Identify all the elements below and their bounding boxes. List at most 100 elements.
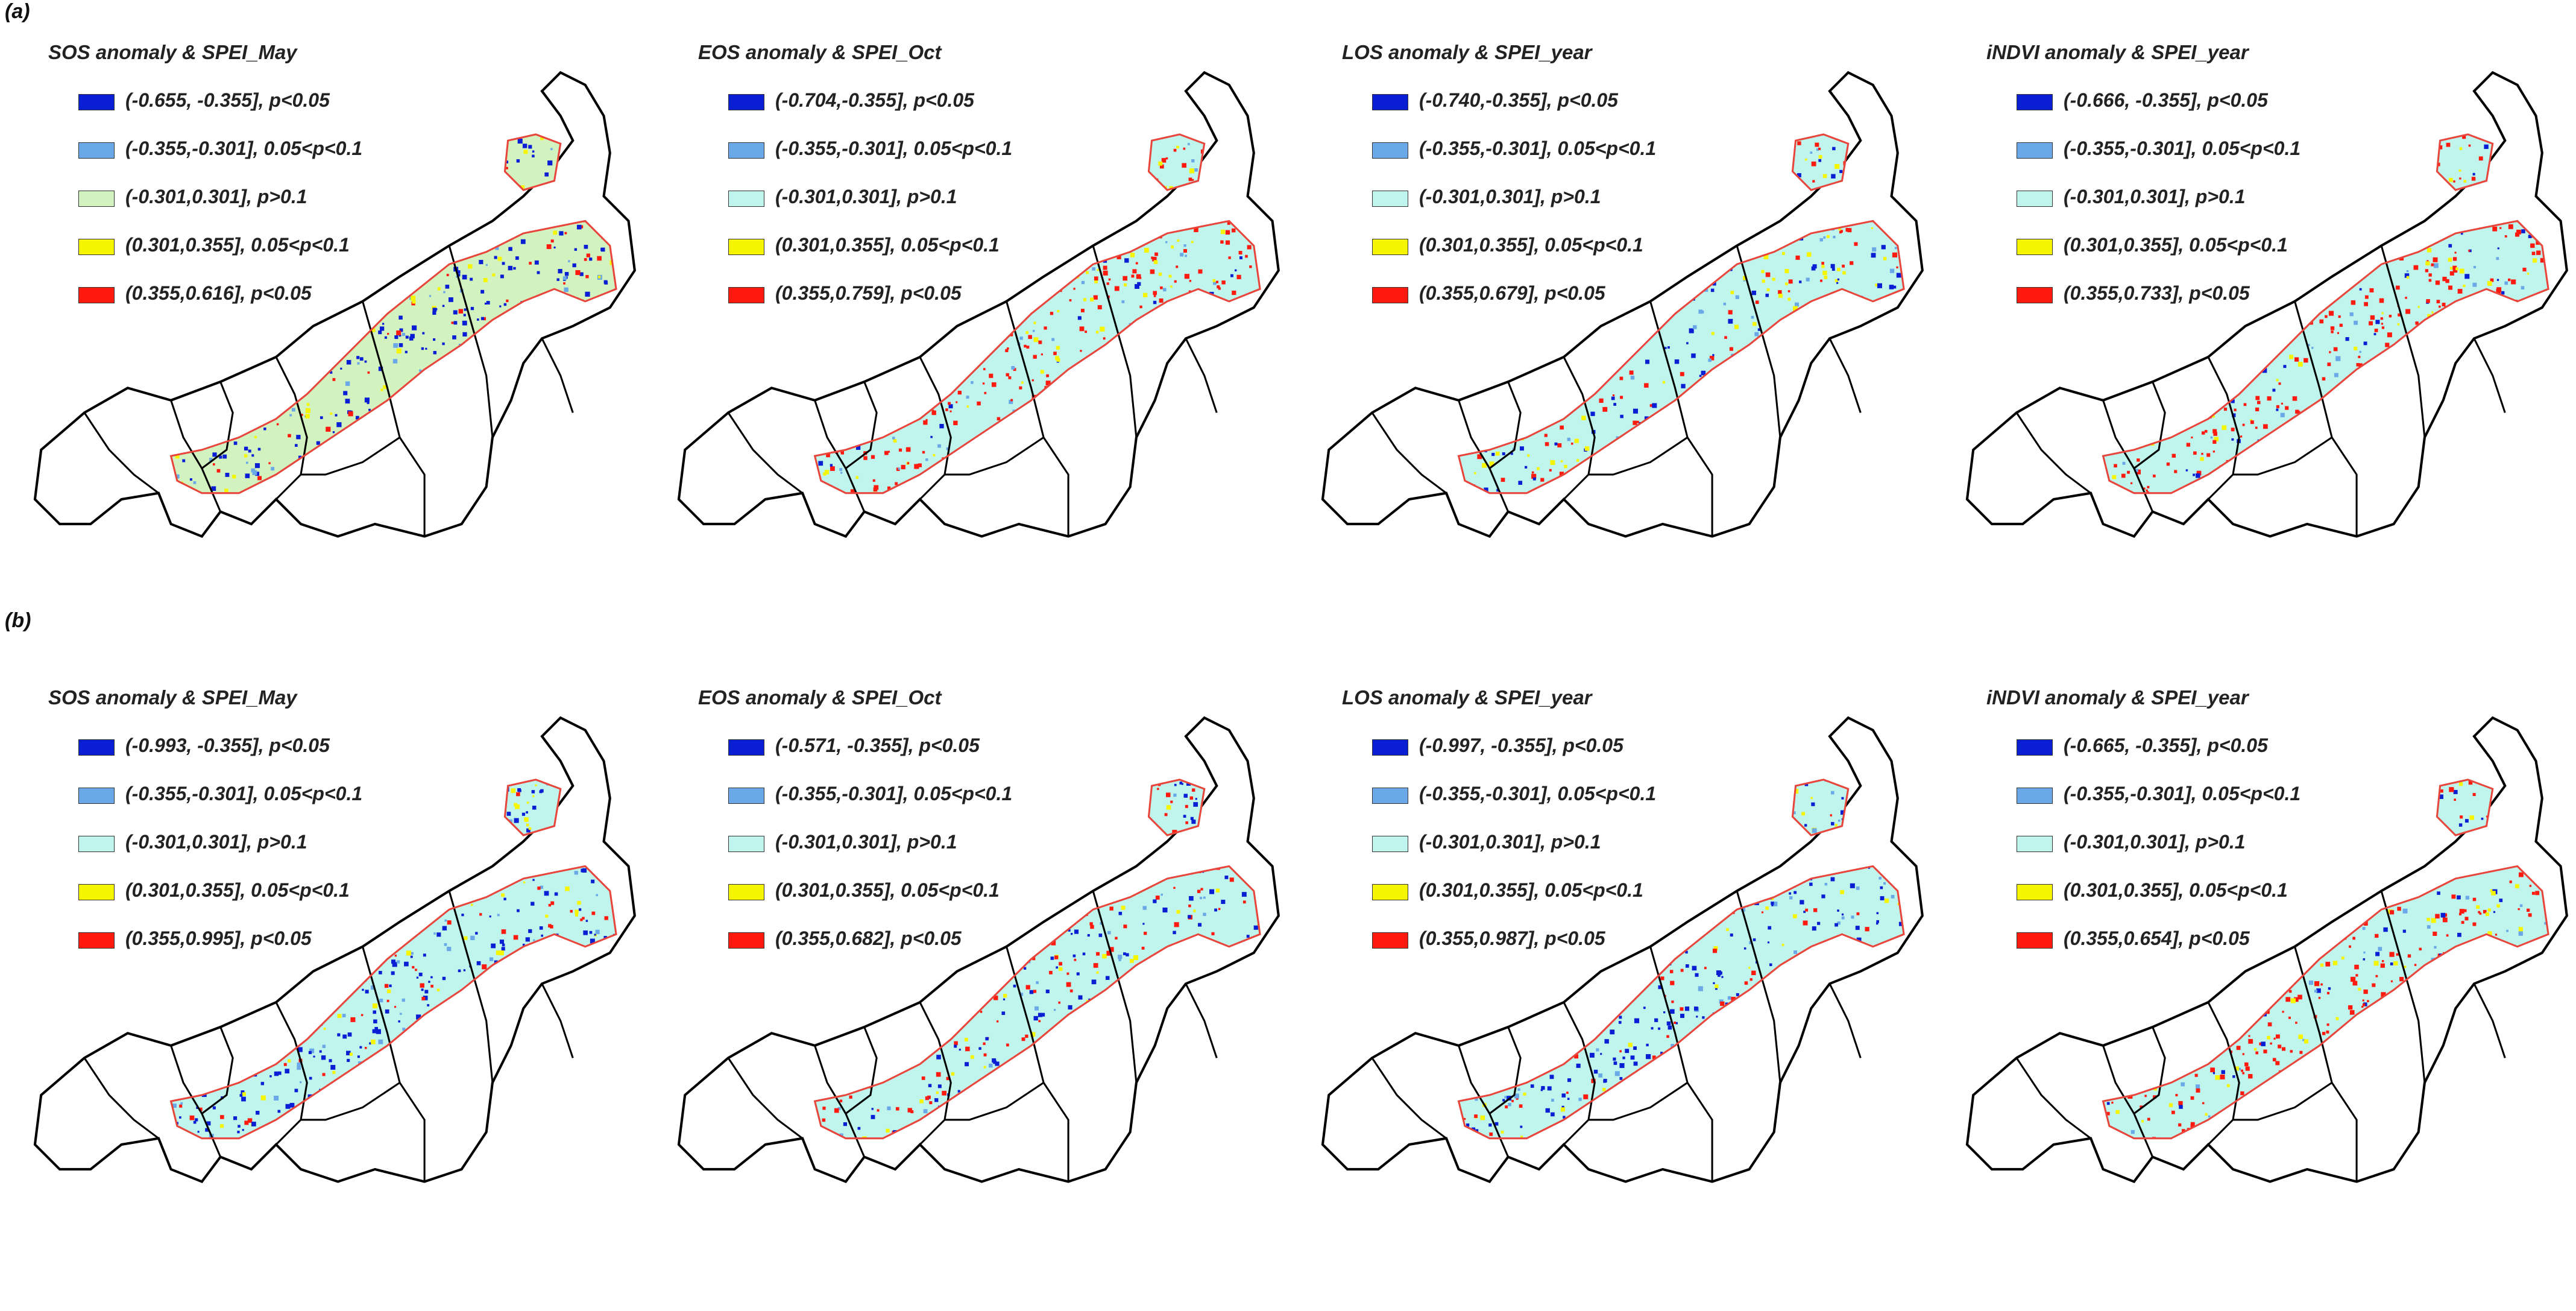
admin-inner-boundary [542,984,573,1058]
legend-swatch [2017,739,2053,756]
legend-swatch [1372,94,1408,110]
map-panel-a-1: SOS anomaly & SPEI_May (-0.655, -0.355], … [0,12,644,666]
legend-label: (-0.301,0.301], p>0.1 [1419,186,1601,208]
panel-title: iNDVI anomaly & SPEI_year [1986,686,2249,709]
legend-label: (-0.355,-0.301], 0.05<p<0.1 [125,783,362,805]
legend-swatch [2017,142,2053,159]
legend-label: (-0.666, -0.355], p<0.05 [2064,89,2268,112]
panel-title: EOS anomaly & SPEI_Oct [698,686,941,709]
legend-label: (0.355,0.759], p<0.05 [775,282,962,305]
legend-swatch [78,739,115,756]
legend-swatch [1372,836,1408,852]
legend-swatch [78,191,115,207]
legend-label: (-0.993, -0.355], p<0.05 [125,734,330,757]
legend-swatch [2017,788,2053,804]
legend-label: (-0.571, -0.355], p<0.05 [775,734,980,757]
legend-label: (0.301,0.355], 0.05<p<0.1 [1419,234,1643,256]
map-panel-b-2: EOS anomaly & SPEI_Oct (-0.571, -0.355], … [644,657,1288,1311]
legend-label: (0.301,0.355], 0.05<p<0.1 [1419,879,1643,902]
map-panel-b-3: LOS anomaly & SPEI_year (-0.997, -0.355],… [1288,657,1932,1311]
legend-swatch [2017,94,2053,110]
legend-swatch [1372,932,1408,949]
map-panel-a-3: LOS anomaly & SPEI_year (-0.740,-0.355], … [1288,12,1932,666]
legend-label: (-0.301,0.301], p>0.1 [2064,831,2246,853]
legend-label: (0.301,0.355], 0.05<p<0.1 [775,234,1000,256]
legend-label: (-0.665, -0.355], p<0.05 [2064,734,2268,757]
legend-swatch [728,932,764,949]
legend-swatch [2017,884,2053,900]
legend-swatch [728,739,764,756]
panel-title: SOS anomaly & SPEI_May [48,41,297,64]
panel-title: iNDVI anomaly & SPEI_year [1986,41,2249,64]
map-panel-b-4: iNDVI anomaly & SPEI_year (-0.665, -0.355… [1932,657,2576,1311]
legend-swatch [2017,239,2053,255]
legend-label: (-0.740,-0.355], p<0.05 [1419,89,1618,112]
legend-label: (-0.301,0.301], p>0.1 [775,831,957,853]
legend-label: (0.355,0.987], p<0.05 [1419,927,1605,950]
map-panel-a-4: iNDVI anomaly & SPEI_year (-0.666, -0.355… [1932,12,2576,666]
legend-label: (-0.355,-0.301], 0.05<p<0.1 [775,783,1012,805]
legend-label: (-0.997, -0.355], p<0.05 [1419,734,1623,757]
legend-label: (-0.355,-0.301], 0.05<p<0.1 [125,137,362,160]
legend-swatch [1372,191,1408,207]
legend-label: (-0.355,-0.301], 0.05<p<0.1 [775,137,1012,160]
legend-label: (0.355,0.682], p<0.05 [775,927,962,950]
legend-swatch [1372,884,1408,900]
legend-label: (0.355,0.654], p<0.05 [2064,927,2250,950]
legend-swatch [728,239,764,255]
legend-label: (0.301,0.355], 0.05<p<0.1 [775,879,1000,902]
legend-label: (-0.355,-0.301], 0.05<p<0.1 [2064,783,2300,805]
legend-swatch [78,788,115,804]
legend-label: (-0.301,0.301], p>0.1 [1419,831,1601,853]
panel-title: SOS anomaly & SPEI_May [48,686,297,709]
legend-swatch [1372,739,1408,756]
legend-label: (0.301,0.355], 0.05<p<0.1 [125,879,350,902]
legend-swatch [728,287,764,303]
panel-title: LOS anomaly & SPEI_year [1342,686,1592,709]
panel-title: LOS anomaly & SPEI_year [1342,41,1592,64]
map-panel-b-1: SOS anomaly & SPEI_May (-0.993, -0.355], … [0,657,644,1311]
legend-swatch [1372,239,1408,255]
legend-label: (-0.301,0.301], p>0.1 [125,831,307,853]
legend-swatch [2017,932,2053,949]
legend-swatch [728,191,764,207]
legend-label: (-0.355,-0.301], 0.05<p<0.1 [2064,137,2300,160]
legend-label: (-0.301,0.301], p>0.1 [2064,186,2246,208]
legend-label: (-0.355,-0.301], 0.05<p<0.1 [1419,783,1656,805]
legend-label: (-0.655, -0.355], p<0.05 [125,89,330,112]
legend-swatch [78,287,115,303]
legend-swatch [728,94,764,110]
legend-swatch [728,142,764,159]
admin-inner-boundary [1830,984,1860,1058]
legend-swatch [2017,191,2053,207]
legend-swatch [78,94,115,110]
legend-swatch [78,239,115,255]
legend-label: (0.355,0.679], p<0.05 [1419,282,1605,305]
legend-swatch [78,836,115,852]
legend-swatch [78,142,115,159]
legend-swatch [1372,142,1408,159]
legend-label: (0.355,0.733], p<0.05 [2064,282,2250,305]
legend-swatch [728,884,764,900]
legend-swatch [728,836,764,852]
legend-label: (0.301,0.355], 0.05<p<0.1 [2064,879,2288,902]
legend-swatch [2017,287,2053,303]
legend-swatch [1372,788,1408,804]
admin-inner-boundary [1830,338,1860,412]
admin-inner-boundary [542,338,573,412]
legend-label: (-0.301,0.301], p>0.1 [125,186,307,208]
admin-inner-boundary [1186,338,1217,412]
legend-label: (0.355,0.616], p<0.05 [125,282,312,305]
legend-swatch [78,884,115,900]
legend-swatch [78,932,115,949]
panel-title: EOS anomaly & SPEI_Oct [698,41,941,64]
legend-swatch [728,788,764,804]
legend-label: (0.301,0.355], 0.05<p<0.1 [125,234,350,256]
admin-inner-boundary [1186,984,1217,1058]
legend-label: (-0.301,0.301], p>0.1 [775,186,957,208]
admin-inner-boundary [2474,984,2505,1058]
map-panel-a-2: EOS anomaly & SPEI_Oct(-0.704,-0.355], p… [644,12,1288,666]
admin-inner-boundary [2474,338,2505,412]
legend-label: (-0.355,-0.301], 0.05<p<0.1 [1419,137,1656,160]
legend-label: (0.355,0.995], p<0.05 [125,927,312,950]
